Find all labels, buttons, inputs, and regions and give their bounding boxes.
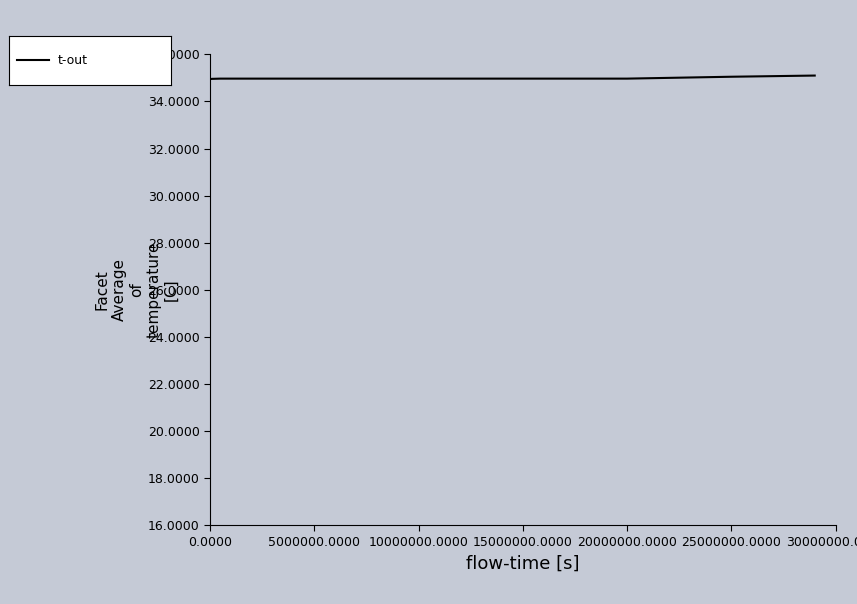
t-out — [726, 73, 736, 80]
t-out — [225, 75, 236, 82]
t-out — [518, 75, 528, 82]
t-out — [207, 76, 217, 83]
t-out — [309, 75, 320, 82]
Text: t-out: t-out — [57, 54, 87, 67]
Y-axis label: Facet
Average
of
temperature
[C]: Facet Average of temperature [C] — [94, 242, 179, 338]
t-out — [622, 75, 632, 82]
Line: t-out: t-out — [210, 76, 815, 79]
X-axis label: flow-time [s]: flow-time [s] — [466, 554, 579, 573]
t-out — [215, 75, 225, 82]
t-out — [205, 76, 215, 83]
t-out — [413, 75, 423, 82]
t-out — [810, 72, 820, 79]
t-out — [247, 75, 257, 82]
